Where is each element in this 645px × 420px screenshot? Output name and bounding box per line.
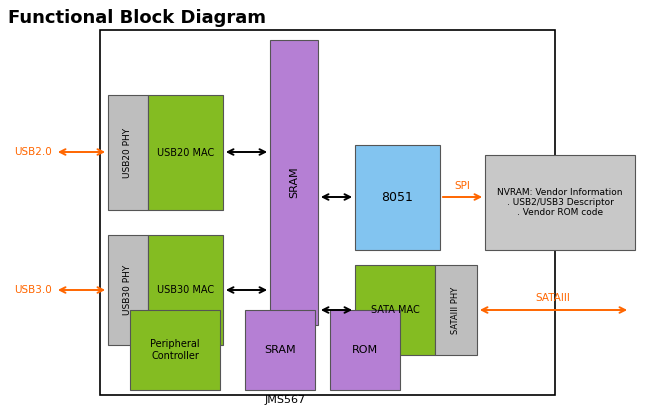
Text: Functional Block Diagram: Functional Block Diagram (8, 9, 266, 27)
Text: SPI: SPI (454, 181, 470, 191)
Bar (148, 235, 223, 345)
Text: SATA MAC: SATA MAC (371, 305, 419, 315)
Text: SRAM: SRAM (264, 345, 296, 355)
Text: USB2.0: USB2.0 (14, 147, 52, 157)
Text: Peripheral
Controller: Peripheral Controller (150, 339, 200, 361)
Bar (330, 310, 400, 390)
Bar (270, 40, 318, 325)
Bar (108, 235, 148, 345)
Text: ROM: ROM (352, 345, 378, 355)
Text: 8051: 8051 (382, 191, 413, 204)
Text: SRAM: SRAM (289, 167, 299, 198)
Bar (355, 145, 440, 250)
Bar (130, 310, 220, 390)
Text: USB30 PHY: USB30 PHY (123, 265, 132, 315)
Bar (435, 265, 477, 355)
Text: NVRAM: Vendor Information
. USB2/USB3 Descriptor
. Vendor ROM code: NVRAM: Vendor Information . USB2/USB3 De… (497, 188, 623, 218)
Text: SATAIII: SATAIII (535, 293, 570, 303)
Bar (485, 155, 635, 250)
Text: USB20 PHY: USB20 PHY (123, 127, 132, 178)
Text: SATAIII PHY: SATAIII PHY (451, 286, 461, 333)
Bar (245, 310, 315, 390)
Bar (108, 95, 148, 210)
Text: JMS567: JMS567 (264, 395, 306, 405)
Bar (148, 95, 223, 210)
Text: USB20 MAC: USB20 MAC (157, 147, 214, 158)
Text: USB3.0: USB3.0 (14, 285, 52, 295)
Bar (355, 265, 435, 355)
Text: USB30 MAC: USB30 MAC (157, 285, 214, 295)
Bar (100, 30, 555, 395)
